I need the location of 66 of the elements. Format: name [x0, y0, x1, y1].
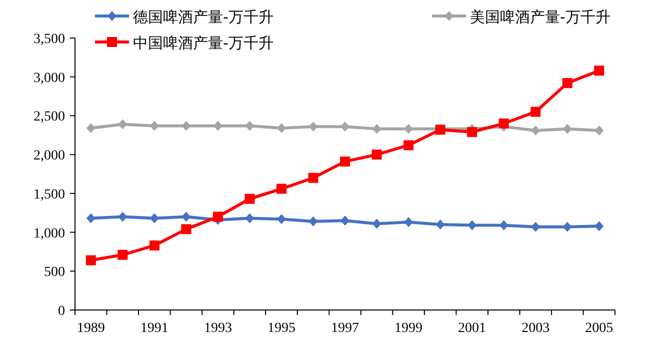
point	[468, 220, 477, 230]
point	[308, 122, 318, 132]
x-tick-label: 1999	[394, 321, 423, 336]
x-tick-label: 1993	[204, 321, 232, 336]
point	[182, 212, 191, 222]
y-tick-label: 1,000	[34, 226, 65, 242]
point	[531, 222, 540, 232]
legend-label: 德国啤酒产量-万千升	[133, 8, 274, 26]
point	[499, 220, 508, 230]
point	[244, 194, 255, 204]
y-tick-label: 2,500	[34, 110, 65, 125]
point	[86, 123, 96, 134]
point	[86, 213, 96, 224]
point	[181, 224, 192, 234]
point	[118, 250, 128, 260]
point	[372, 150, 382, 160]
point	[308, 172, 318, 183]
point	[562, 124, 572, 134]
point	[150, 120, 159, 131]
point	[212, 212, 223, 222]
point	[245, 213, 254, 224]
point	[340, 122, 350, 132]
x-tick-label: 1989	[76, 321, 105, 336]
point	[276, 214, 286, 224]
point	[531, 125, 540, 136]
point	[404, 124, 414, 134]
point	[276, 184, 286, 194]
point	[404, 140, 414, 150]
point	[245, 120, 254, 131]
point	[86, 255, 96, 266]
point	[498, 118, 509, 128]
point	[340, 216, 350, 226]
point	[149, 240, 160, 250]
x-tick-label: 2003	[522, 321, 550, 336]
point	[150, 213, 159, 224]
point	[340, 156, 350, 167]
legend-label: 中国啤酒产量-万千升	[133, 34, 274, 52]
point	[530, 106, 541, 117]
y-tick-label: 3,000	[34, 70, 65, 86]
y-tick-label: 3,500	[34, 32, 65, 47]
x-tick-label: 2001	[458, 321, 486, 336]
x-tick-label: 1991	[140, 321, 168, 336]
y-tick-label: 0	[58, 304, 65, 319]
point	[436, 220, 445, 230]
point	[594, 66, 604, 76]
y-tick-label: 2,000	[34, 148, 65, 164]
point	[276, 123, 286, 134]
point	[562, 78, 572, 88]
point	[372, 124, 382, 134]
point	[562, 222, 572, 232]
point	[594, 221, 604, 232]
point	[404, 217, 414, 228]
point	[213, 120, 222, 131]
point	[372, 218, 382, 229]
point	[118, 119, 128, 130]
point	[118, 212, 128, 222]
point	[467, 127, 478, 138]
legend-label: 美国啤酒产量-万千升	[470, 8, 610, 26]
y-tick-label: 1,500	[34, 187, 65, 202]
x-tick-label: 2005	[585, 321, 614, 336]
point	[182, 120, 191, 131]
y-tick-label: 500	[44, 265, 65, 280]
x-tick-label: 1997	[331, 321, 359, 336]
point	[594, 125, 604, 136]
point	[308, 216, 318, 226]
x-tick-label: 1995	[267, 321, 296, 336]
